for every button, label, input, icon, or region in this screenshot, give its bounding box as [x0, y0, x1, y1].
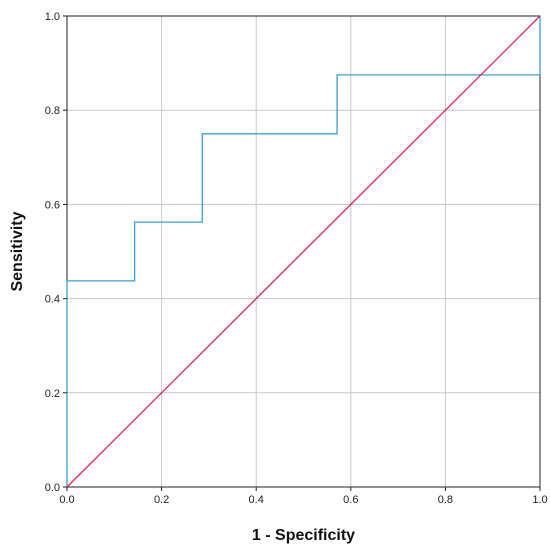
x-tick-label: 0.2 [154, 494, 169, 506]
series-layer [66, 15, 541, 488]
y-tick-label: 0.4 [45, 294, 60, 306]
y-tick-label: 0.8 [45, 105, 60, 117]
reference-diagonal-line [66, 15, 541, 488]
roc-curve-line [66, 16, 541, 487]
y-tick-label: 1.0 [45, 11, 60, 23]
x-tick-label: 1.0 [532, 494, 547, 506]
y-axis-title: Sensitivity [9, 211, 26, 291]
x-tick-label: 0.0 [59, 494, 74, 506]
x-tick-label: 0.4 [249, 494, 264, 506]
y-axis-ticks: 0.0 0.2 0.4 0.6 0.8 1.0 [45, 11, 67, 494]
x-tick-label: 0.8 [438, 494, 453, 506]
x-axis-ticks: 0.0 0.2 0.4 0.6 0.8 1.0 [59, 487, 548, 506]
x-axis-title: 1 - Specificity [252, 527, 355, 544]
y-tick-label: 0.0 [45, 482, 60, 494]
y-tick-label: 0.6 [45, 199, 60, 211]
plot-area-frame [66, 15, 541, 488]
y-tick-label: 0.2 [45, 388, 60, 400]
x-tick-label: 0.6 [343, 494, 358, 506]
